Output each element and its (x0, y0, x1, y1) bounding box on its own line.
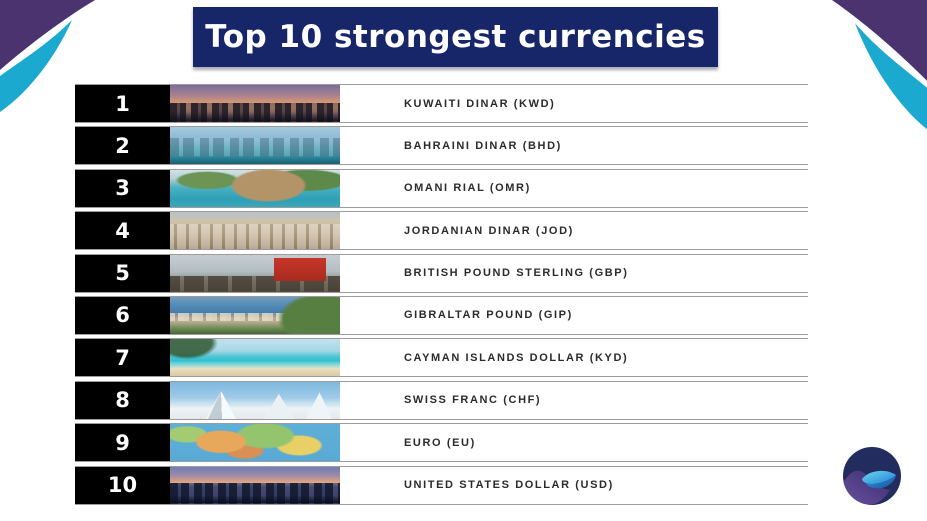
rank-badge: 5 (75, 254, 170, 292)
currency-label: OMANI RIAL (OMR) (404, 182, 531, 195)
rank-badge: 10 (75, 466, 170, 504)
currency-photo (170, 424, 340, 462)
currency-photo (170, 254, 340, 292)
currency-ranking-list: 1 KUWAITI DINAR (KWD) 2 BAHRAINI DINAR (… (75, 84, 808, 508)
page-title: Top 10 strongest currencies (205, 19, 706, 55)
table-row: 5 BRITISH POUND STERLING (GBP) (75, 253, 808, 293)
title-banner: Top 10 strongest currencies (193, 7, 718, 67)
table-row: 2 BAHRAINI DINAR (BHD) (75, 126, 808, 166)
currency-label: CAYMAN ISLANDS DOLLAR (KYD) (404, 351, 629, 364)
currency-photo (170, 296, 340, 334)
rank-badge: 4 (75, 212, 170, 250)
currency-photo (170, 381, 340, 419)
currency-label: EURO (EU) (404, 436, 476, 449)
currency-photo (170, 169, 340, 207)
table-row: 9 EURO (EU) (75, 423, 808, 463)
currency-photo (170, 85, 340, 122)
currency-photo (170, 212, 340, 250)
currency-photo (170, 127, 340, 165)
table-row: 3 OMANI RIAL (OMR) (75, 168, 808, 208)
rank-badge: 3 (75, 169, 170, 207)
currency-label: SWISS FRANC (CHF) (404, 394, 542, 407)
currency-label: JORDANIAN DINAR (JOD) (404, 224, 574, 237)
table-row: 10 UNITED STATES DOLLAR (USD) (75, 465, 808, 505)
rank-badge: 9 (75, 424, 170, 462)
currency-label: BAHRAINI DINAR (BHD) (404, 139, 562, 152)
rank-badge: 8 (75, 381, 170, 419)
currency-label: GIBRALTAR POUND (GIP) (404, 309, 573, 322)
table-row: 7 CAYMAN ISLANDS DOLLAR (KYD) (75, 338, 808, 378)
rank-badge: 2 (75, 127, 170, 165)
currency-label: BRITISH POUND STERLING (GBP) (404, 267, 629, 280)
table-row: 6 GIBRALTAR POUND (GIP) (75, 295, 808, 335)
currency-label: UNITED STATES DOLLAR (USD) (404, 479, 614, 492)
table-row: 4 JORDANIAN DINAR (JOD) (75, 211, 808, 251)
rank-badge: 7 (75, 339, 170, 377)
table-row: 1 KUWAITI DINAR (KWD) (75, 84, 808, 123)
currency-photo (170, 466, 340, 504)
currency-photo (170, 339, 340, 377)
rank-badge: 1 (75, 85, 170, 122)
brand-logo-icon (843, 447, 901, 505)
currency-label: KUWAITI DINAR (KWD) (404, 97, 556, 110)
rank-badge: 6 (75, 296, 170, 334)
table-row: 8 SWISS FRANC (CHF) (75, 380, 808, 420)
